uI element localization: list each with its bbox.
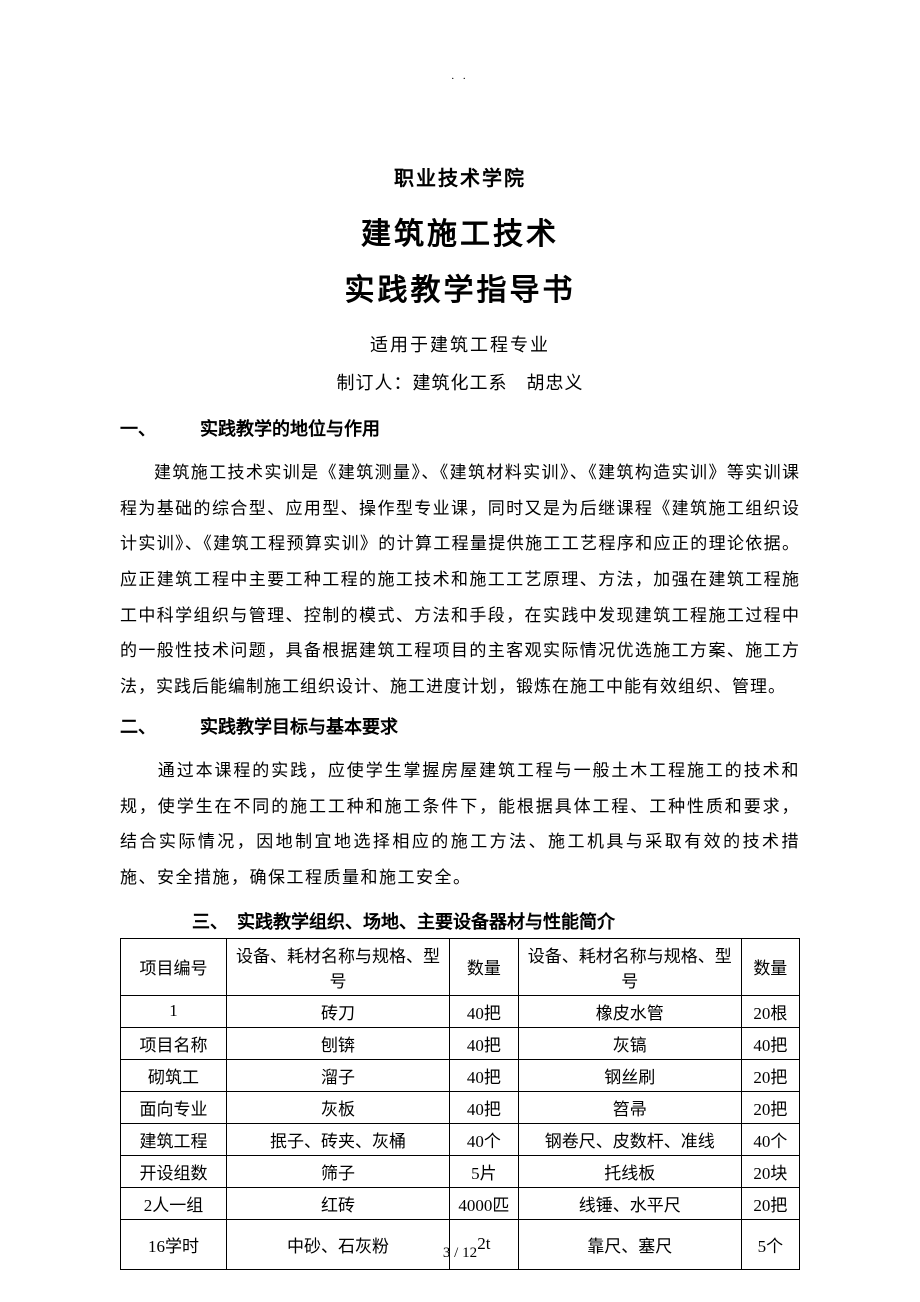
cell: 面向专业 — [121, 1091, 227, 1123]
section-2-body: 通过本课程的实践，应使学生掌握房屋建筑工程与一般土木工程施工的技术和规，使学生在… — [120, 753, 800, 896]
institute-name: 职业技术学院 — [120, 162, 800, 191]
cell: 筛子 — [227, 1155, 450, 1187]
cell: 20把 — [741, 1187, 799, 1219]
section-1-title: 实践教学的地位与作用 — [200, 419, 380, 439]
section-3-num: 三、 — [192, 912, 219, 932]
cell: 线锤、水平尺 — [518, 1187, 741, 1219]
cell: 40把 — [449, 1027, 518, 1059]
cell: 灰板 — [227, 1091, 450, 1123]
cell: 溜子 — [227, 1059, 450, 1091]
cell: 1 — [121, 995, 227, 1027]
equipment-table: 项目编号 设备、耗材名称与规格、型号 数量 设备、耗材名称与规格、型号 数量 1… — [120, 938, 800, 1270]
cell: 40个 — [449, 1123, 518, 1155]
cell: 项目名称 — [121, 1027, 227, 1059]
th-c5: 数量 — [741, 938, 799, 995]
cell: 钢卷尺、皮数杆、准线 — [518, 1123, 741, 1155]
th-c2: 设备、耗材名称与规格、型号 — [227, 938, 450, 995]
table-row: 砌筑工 溜子 40把 钢丝刷 20把 — [121, 1059, 800, 1091]
table-row: 建筑工程 抿子、砖夹、灰桶 40个 钢卷尺、皮数杆、准线 40个 — [121, 1123, 800, 1155]
main-title-1: 建筑施工技术 — [120, 209, 800, 253]
cell: 5片 — [449, 1155, 518, 1187]
cell: 40把 — [449, 1059, 518, 1091]
cell: 砌筑工 — [121, 1059, 227, 1091]
th-c1: 项目编号 — [121, 938, 227, 995]
cell: 40把 — [741, 1027, 799, 1059]
cell: 20把 — [741, 1059, 799, 1091]
section-1-body: 建筑施工技术实训是《建筑测量》、《建筑材料实训》、《建筑构造实训》等实训课程为基… — [120, 455, 800, 705]
cell: 20根 — [741, 995, 799, 1027]
subtitle: 适用于建筑工程专业 — [120, 331, 800, 357]
page-number: 3 / 12 — [0, 1245, 920, 1262]
cell: 砖刀 — [227, 995, 450, 1027]
section-1-header: 一、实践教学的地位与作用 — [120, 415, 800, 441]
cell: 2人一组 — [121, 1187, 227, 1219]
cell: 20块 — [741, 1155, 799, 1187]
cell: 抿子、砖夹、灰桶 — [227, 1123, 450, 1155]
header-mark: . . — [120, 70, 800, 82]
section-2-title: 实践教学目标与基本要求 — [200, 717, 398, 737]
cell: 橡皮水管 — [518, 995, 741, 1027]
th-c4: 设备、耗材名称与规格、型号 — [518, 938, 741, 995]
section-1-num: 一、 — [120, 415, 200, 441]
cell: 笤帚 — [518, 1091, 741, 1123]
table-row: 1 砖刀 40把 橡皮水管 20根 — [121, 995, 800, 1027]
table-header-row: 项目编号 设备、耗材名称与规格、型号 数量 设备、耗材名称与规格、型号 数量 — [121, 938, 800, 995]
cell: 20把 — [741, 1091, 799, 1123]
section-3-header: 三、 实践教学组织、场地、主要设备器材与性能简介 — [120, 908, 800, 934]
section-2-num: 二、 — [120, 713, 200, 739]
table-row: 开设组数 筛子 5片 托线板 20块 — [121, 1155, 800, 1187]
author-line: 制订人：建筑化工系 胡忠义 — [120, 369, 800, 395]
cell: 钢丝刷 — [518, 1059, 741, 1091]
table-row: 项目名称 刨锛 40把 灰镐 40把 — [121, 1027, 800, 1059]
cell: 40把 — [449, 995, 518, 1027]
cell: 4000匹 — [449, 1187, 518, 1219]
cell: 刨锛 — [227, 1027, 450, 1059]
section-3-title: 实践教学组织、场地、主要设备器材与性能简介 — [237, 912, 615, 932]
table-row: 面向专业 灰板 40把 笤帚 20把 — [121, 1091, 800, 1123]
cell: 红砖 — [227, 1187, 450, 1219]
cell: 建筑工程 — [121, 1123, 227, 1155]
cell: 40个 — [741, 1123, 799, 1155]
table-row: 2人一组 红砖 4000匹 线锤、水平尺 20把 — [121, 1187, 800, 1219]
section-2-header: 二、实践教学目标与基本要求 — [120, 713, 800, 739]
th-c3: 数量 — [449, 938, 518, 995]
cell: 灰镐 — [518, 1027, 741, 1059]
main-title-2: 实践教学指导书 — [120, 265, 800, 309]
cell: 开设组数 — [121, 1155, 227, 1187]
cell: 托线板 — [518, 1155, 741, 1187]
cell: 40把 — [449, 1091, 518, 1123]
